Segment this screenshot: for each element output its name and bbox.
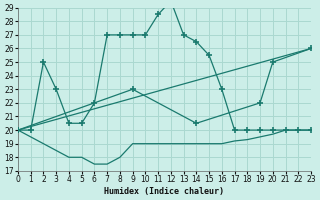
X-axis label: Humidex (Indice chaleur): Humidex (Indice chaleur) [105, 187, 225, 196]
